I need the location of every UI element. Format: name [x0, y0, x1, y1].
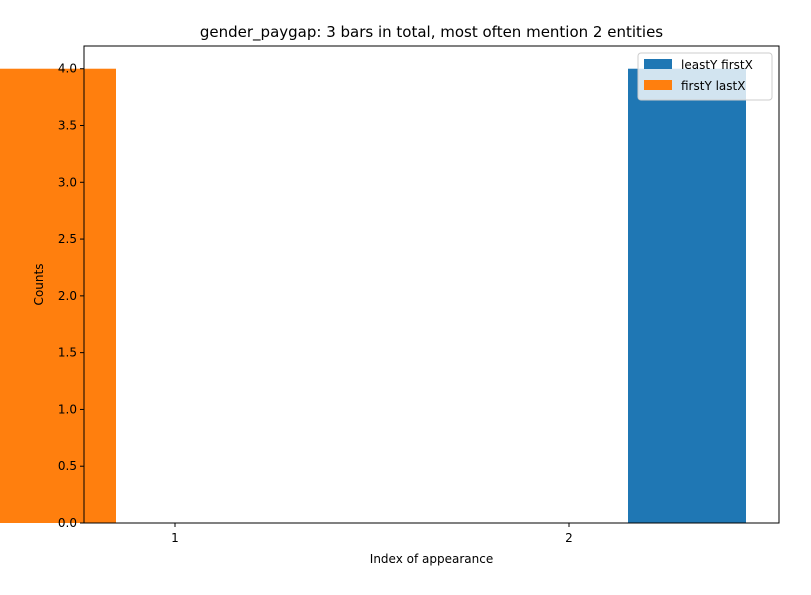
y-tick-label: 1.5: [58, 346, 77, 360]
y-tick-label: 3.0: [58, 175, 77, 189]
bar-firsty-lastx-1: [0, 68, 116, 523]
chart-title: gender_paygap: 3 bars in total, most oft…: [200, 23, 663, 42]
legend-swatch: [644, 59, 672, 69]
y-tick-label: 3.5: [58, 119, 77, 133]
legend-label: leastY firstX: [681, 58, 753, 72]
y-tick-label: 2.0: [58, 289, 77, 303]
y-axis-label: Counts: [32, 264, 46, 306]
x-tick-label: 2: [565, 531, 573, 545]
y-axis: 0.0 0.5 1.0 1.5 2.0 2.5 3.0 3.5 4.0: [58, 62, 84, 530]
legend: leastY firstX firstY lastX: [637, 52, 773, 101]
plot-frame: [83, 45, 780, 524]
bar-leasty-firstx-2: [628, 68, 746, 523]
bars-group: [0, 68, 746, 523]
x-axis-label: Index of appearance: [370, 552, 493, 566]
y-tick-label: 2.5: [58, 232, 77, 246]
legend-swatch: [644, 80, 672, 90]
y-tick-label: 4.0: [58, 62, 77, 76]
legend-label: firstY lastX: [681, 79, 745, 93]
y-tick-label: 1.0: [58, 402, 77, 416]
x-tick-label: 1: [171, 531, 179, 545]
y-tick-label: 0.0: [58, 516, 77, 530]
y-tick-label: 0.5: [58, 459, 77, 473]
